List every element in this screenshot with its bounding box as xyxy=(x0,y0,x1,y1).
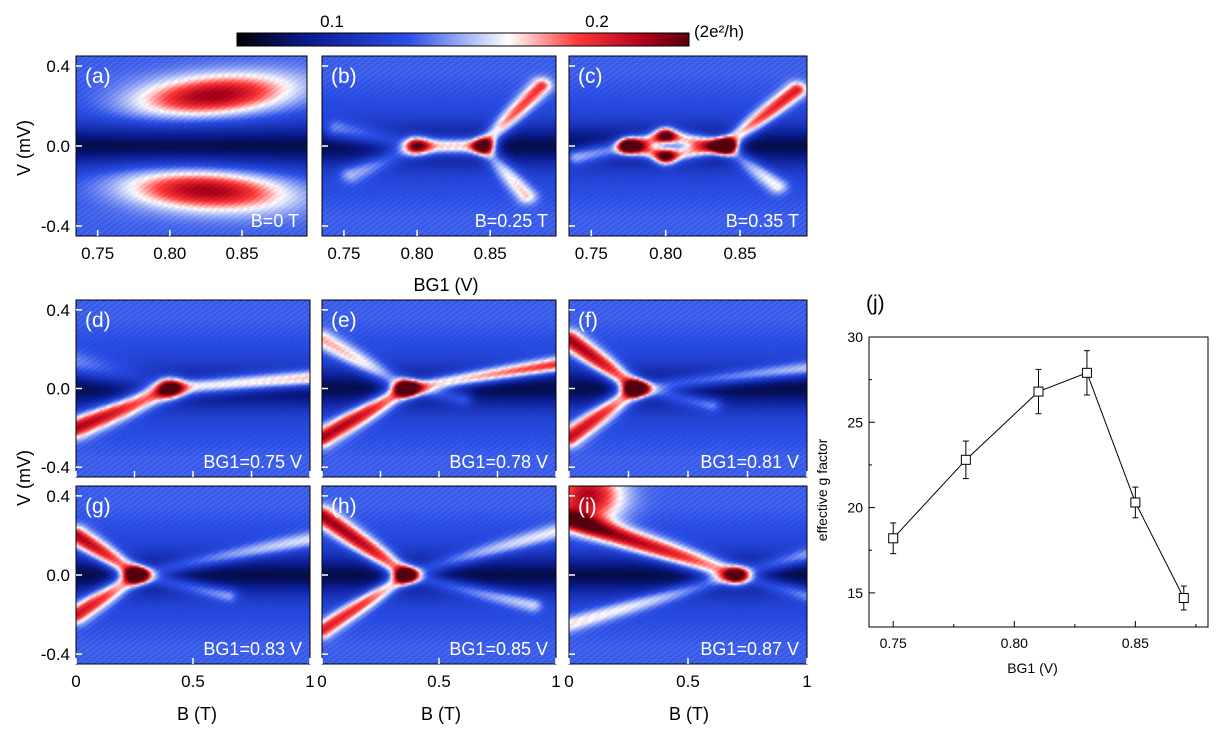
heatmap-image xyxy=(322,300,556,477)
y-tick-label: 30 xyxy=(847,329,863,345)
panel-annotation: B=0.25 T xyxy=(475,211,548,231)
colorbar-gradient xyxy=(236,32,690,47)
series-line xyxy=(892,372,1185,599)
heatmap-image xyxy=(569,300,807,477)
colorbar-tick-label-0: 0.1 xyxy=(320,12,344,31)
panel-annotation: B=0 T xyxy=(251,211,299,231)
panel-annotation: BG1=0.81 V xyxy=(700,452,799,472)
panel-annotation: BG1=0.75 V xyxy=(203,452,302,472)
panel-annotation: BG1=0.87 V xyxy=(700,639,799,659)
v-axis-label-bottom: V (mV) xyxy=(14,450,34,506)
x-tick-label: 1 xyxy=(305,672,314,691)
panel-a: 0.75 0.80 0.85 0.4 0.0 -0.4 (a) B=0 T xyxy=(41,55,308,263)
y-tick-label: -0.4 xyxy=(41,458,70,477)
x-axis-label: BG1 (V) xyxy=(1007,660,1058,676)
panel-letter: (a) xyxy=(85,65,111,88)
heatmap-image xyxy=(322,56,556,236)
panel-d: 0.4 0.0 -0.4 (d) BG1=0.75 V xyxy=(41,299,311,478)
panel-letter: (j) xyxy=(866,292,885,315)
panel-letter: (h) xyxy=(331,495,357,518)
colorbar-unit-label: (2e²/h) xyxy=(694,22,744,41)
heatmap-image xyxy=(76,486,310,664)
x-tick-label: 0.85 xyxy=(225,244,258,263)
panel-e: (e) BG1=0.78 V xyxy=(321,299,557,478)
y-tick-label: 15 xyxy=(847,585,863,601)
b-axis-label-g: B (T) xyxy=(177,704,217,724)
panel-i: 0 0.5 1 (i) BG1=0.87 V xyxy=(564,485,812,691)
x-tick-label: 0 xyxy=(71,672,80,691)
heatmap-image xyxy=(76,300,310,477)
colorbar-tick-label-1: 0.2 xyxy=(585,12,609,31)
panel-letter: (g) xyxy=(85,495,111,518)
panel-annotation: BG1=0.78 V xyxy=(449,452,548,472)
x-tick-label: 0.75 xyxy=(81,244,114,263)
data-point xyxy=(960,454,971,465)
panel-c: 0.75 0.80 0.85 (c) B=0.35 T xyxy=(568,55,808,263)
data-point xyxy=(1033,386,1044,397)
data-point xyxy=(1130,497,1141,508)
heatmap-image xyxy=(569,56,807,236)
x-tick-label: 0.80 xyxy=(401,244,434,263)
panel-letter: (f) xyxy=(578,309,598,332)
y-tick-label: -0.4 xyxy=(41,645,70,664)
x-tick-label: 0.85 xyxy=(1122,635,1149,651)
x-tick-label: 1 xyxy=(551,672,560,691)
data-point xyxy=(1081,367,1092,378)
bg1-axis-label: BG1 (V) xyxy=(413,275,478,295)
x-tick-label: 0.5 xyxy=(676,672,700,691)
panel-annotation: BG1=0.83 V xyxy=(203,639,302,659)
x-tick-label: 0 xyxy=(317,672,326,691)
y-tick-label: 0.4 xyxy=(46,57,70,76)
x-tick-label: 0.80 xyxy=(649,244,682,263)
heatmap-image xyxy=(76,56,307,236)
panel-annotation: B=0.35 T xyxy=(726,211,799,231)
panel-f: (f) BG1=0.81 V xyxy=(568,299,808,478)
data-point xyxy=(888,533,899,544)
x-tick-label: 1 xyxy=(802,672,811,691)
b-axis-label-i: B (T) xyxy=(669,704,709,724)
y-tick-label: 0.0 xyxy=(46,137,70,156)
y-tick-label: -0.4 xyxy=(41,217,70,236)
panel-letter: (b) xyxy=(331,65,357,88)
panel-g: 0 0.5 1 0.4 0.0 -0.4 (g) BG1=0.83 V xyxy=(41,485,315,691)
heatmap-image xyxy=(569,486,807,664)
x-tick-label: 0.85 xyxy=(474,244,507,263)
x-tick-label: 0.80 xyxy=(153,244,186,263)
panel-j: (j) 0.75 0.80 0.85 15 20 25 30 BG1 (V) effective … xyxy=(814,292,1209,676)
data-point xyxy=(1178,593,1189,603)
panel-letter: (i) xyxy=(578,495,597,518)
panel-letter: (e) xyxy=(331,309,357,332)
y-tick-label: 0.4 xyxy=(46,487,70,506)
panel-letter: (c) xyxy=(578,65,603,88)
x-tick-label: 0 xyxy=(564,672,573,691)
y-axis-label: effective g factor xyxy=(814,438,830,541)
x-tick-label: 0.80 xyxy=(1001,635,1028,651)
y-tick-label: 20 xyxy=(847,500,863,516)
panel-b: 0.75 0.80 0.85 (b) B=0.25 T xyxy=(321,55,557,263)
y-tick-label: 0.0 xyxy=(46,566,70,585)
x-tick-label: 0.85 xyxy=(724,244,757,263)
panel-h: 0 0.5 1 (h) BG1=0.85 V xyxy=(317,485,561,691)
x-tick-label: 0.75 xyxy=(327,244,360,263)
b-axis-label-h: B (T) xyxy=(421,704,461,724)
panel-letter: (d) xyxy=(85,309,111,332)
x-tick-label: 0.75 xyxy=(880,635,907,651)
heatmap-image xyxy=(322,486,556,664)
colorbar: 0.1 0.2 (2e²/h) xyxy=(236,12,744,47)
y-tick-label: 0.0 xyxy=(46,380,70,399)
v-axis-label-top: V (mV) xyxy=(14,120,34,176)
plot-frame xyxy=(868,336,1209,628)
x-tick-label: 0.5 xyxy=(427,672,451,691)
y-tick-label: 25 xyxy=(847,414,863,430)
x-tick-label: 0.5 xyxy=(181,672,205,691)
y-tick-label: 0.4 xyxy=(46,301,70,320)
panel-annotation: BG1=0.85 V xyxy=(449,639,548,659)
x-tick-label: 0.75 xyxy=(575,244,608,263)
